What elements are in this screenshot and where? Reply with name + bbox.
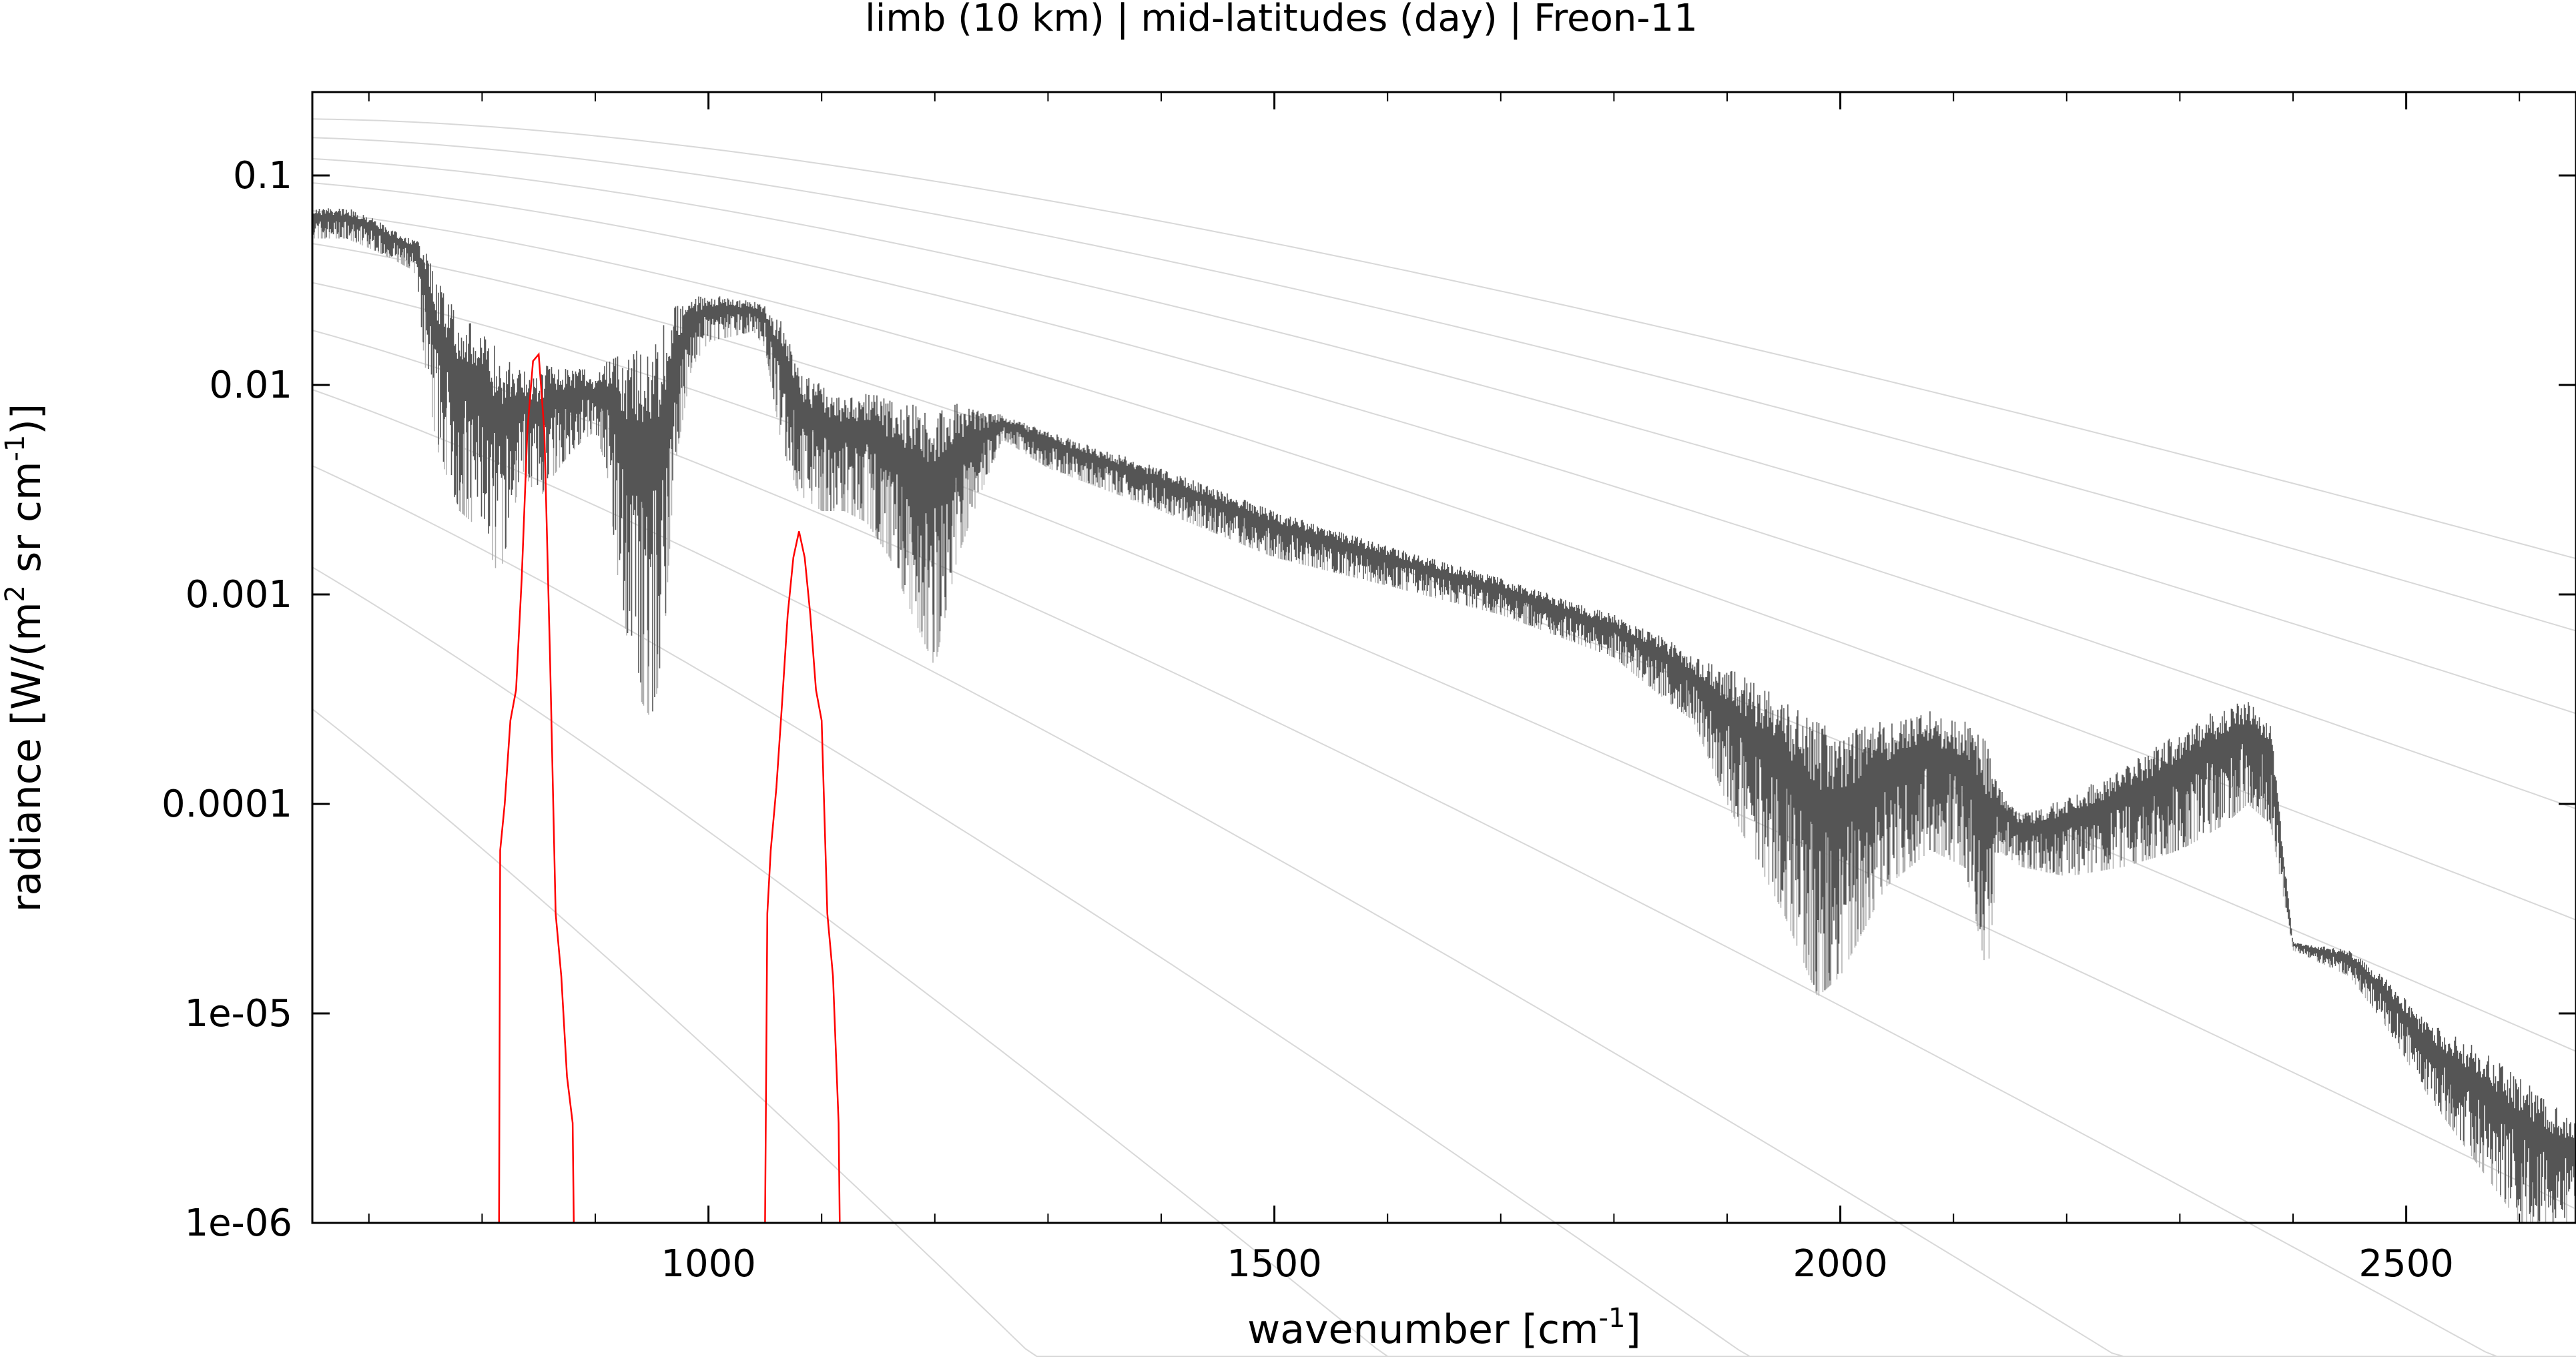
reference-curve-260k: [312, 182, 2576, 810]
plot-frame: [311, 91, 2576, 1224]
x-axis: 1000 1500 2000 2500: [368, 92, 2521, 1286]
x-axis-label: wavenumber [cm-1]: [1247, 1303, 1641, 1353]
y-tick-label: 1e-05: [184, 992, 292, 1035]
reference-curve-240k: [312, 209, 2576, 921]
spectrum-light-lines: [314, 221, 2575, 1223]
chart-title: limb (10 km) | mid-latitudes (day) | Fre…: [865, 0, 1698, 40]
y-tick-label: 1e-06: [184, 1202, 292, 1245]
y-tick-label: 0.01: [209, 364, 292, 407]
reference-curve-120k: [312, 566, 2576, 1357]
x-tick-label: 1500: [1227, 1242, 1322, 1286]
x-tick-label: 2500: [2358, 1242, 2454, 1286]
contribution-line: [498, 352, 841, 1223]
reference-curve-300k: [312, 137, 2576, 632]
y-axis: 0.1 0.01 0.001 0.0001 1e-05 1e-06: [162, 154, 2576, 1245]
y-axis-label: radiance [W/(m2 sr cm-1)]: [0, 404, 50, 912]
reference-curve-280k: [312, 157, 2576, 715]
y-tick-label: 0.0001: [162, 783, 292, 826]
x-tick-label: 2000: [1793, 1242, 1888, 1286]
x-tick-label: 1000: [661, 1242, 756, 1286]
reference-curve-320k: [312, 118, 2576, 560]
y-tick-label: 0.001: [186, 573, 292, 616]
reference-curve-180k: [312, 330, 2576, 1357]
freon-11-contribution: [498, 352, 841, 1223]
radiance-spectrum: [312, 208, 2576, 1223]
reference-curve-200k: [312, 282, 2576, 1210]
y-tick-label: 0.1: [233, 154, 292, 197]
reference-curve-100k: [312, 708, 2576, 1357]
spectrum-lines: [312, 208, 2576, 1222]
reference-curve-220k: [312, 243, 2576, 1052]
